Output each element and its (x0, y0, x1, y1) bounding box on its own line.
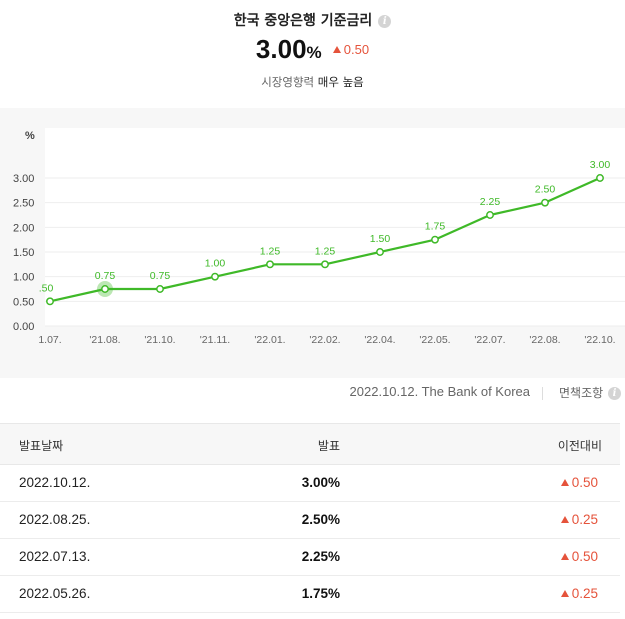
y-tick-label: 1.00 (13, 272, 34, 284)
data-label: 1.25 (260, 245, 281, 257)
source-row: 2022.10.12. The Bank of Korea 면책조항 i (0, 384, 625, 404)
disclaimer-link[interactable]: 면책조항 i (559, 384, 621, 401)
x-tick-label: '22.05. (419, 334, 450, 346)
header-date: 발표날짜 (19, 439, 64, 453)
y-tick-label: 0.00 (13, 321, 34, 333)
data-point (321, 260, 329, 269)
arrow-up-icon (560, 553, 569, 560)
arrow-up-icon (560, 590, 569, 597)
row-change-value: 0.25 (571, 512, 598, 527)
page-title-text: 한국 중앙은행 기준금리 (233, 13, 373, 29)
data-point (596, 174, 604, 182)
row-change: 0.50 (560, 549, 598, 564)
data-point (541, 198, 549, 207)
data-point (211, 272, 219, 281)
row-date: 2022.08.25. (19, 512, 91, 527)
table-header: 발표날짜 발표 이전대비 (0, 423, 620, 465)
x-tick-label: '22.01. (254, 334, 285, 346)
data-label: 2.25 (480, 196, 501, 208)
rate-chart: 0.00 0.50 1.00 1.50 2.00 2.50 3.00% 1.07. '21.08… (0, 108, 625, 378)
row-date: 2022.05.26. (19, 586, 91, 601)
x-tick-label: '21.08. (89, 334, 120, 346)
info-icon[interactable]: i (378, 15, 392, 28)
x-tick-label: '22.10. (584, 334, 615, 346)
row-value: 1.75% (301, 586, 340, 601)
info-icon: i (608, 387, 621, 400)
rate-change-value: 0.50 (343, 42, 370, 57)
row-value: 2.25% (301, 549, 340, 564)
rate-change: 0.50 (332, 42, 370, 57)
data-point (431, 235, 439, 244)
row-date: 2022.10.12. (19, 475, 91, 490)
impact-value: 매우 높음 (317, 75, 364, 89)
y-axis-label: % (25, 130, 35, 142)
y-tick-label: 1.50 (13, 247, 34, 259)
header-change: 이전대비 (557, 439, 602, 453)
row-change-value: 0.50 (571, 549, 598, 564)
y-tick-label: 2.50 (13, 198, 34, 210)
x-tick-label: 1.07. (38, 334, 61, 346)
data-point (101, 285, 109, 293)
divider (542, 387, 543, 400)
y-tick-label: 3.00 (13, 173, 34, 185)
data-point (266, 260, 274, 269)
table-row: 2022.07.13. 2.25% 0.50 (0, 539, 620, 576)
data-point (486, 211, 494, 219)
data-label: 0.75 (150, 270, 171, 282)
data-label: 3.00 (590, 159, 611, 171)
data-label: 1.25 (315, 245, 336, 257)
edge-mask (0, 108, 44, 128)
row-change-value: 0.25 (571, 586, 598, 601)
rate-unit: % (306, 43, 322, 62)
data-label: 1.50 (370, 233, 391, 245)
data-label: .50 (39, 282, 54, 294)
current-rate: 3.00% 0.50 (0, 34, 625, 65)
y-tick-label: 0.50 (13, 296, 34, 308)
arrow-up-icon (560, 516, 569, 523)
disclaimer-label: 면책조항 (559, 386, 604, 400)
header-value: 발표 (317, 439, 340, 453)
table-body: 2022.10.12. 3.00% 0.50 2022.08.25. 2.50% 0.25… (0, 465, 620, 613)
y-tick-label: 2.00 (13, 222, 34, 234)
table-row: 2022.08.25. 2.50% 0.25 (0, 502, 620, 539)
row-change: 0.25 (560, 586, 598, 601)
x-tick-label: '22.08. (529, 334, 560, 346)
data-point (46, 297, 54, 306)
source-text: 2022.10.12. The Bank of Korea (349, 384, 530, 399)
data-label: 0.75 (95, 270, 116, 282)
row-value: 3.00% (301, 475, 340, 490)
page-title: 한국 중앙은행 기준금리 i (0, 10, 625, 30)
data-label: 1.75 (425, 221, 446, 233)
data-label: 2.50 (535, 184, 556, 196)
table-row: 2022.10.12. 3.00% 0.50 (0, 465, 620, 502)
row-change: 0.25 (560, 512, 598, 527)
arrow-up-icon (560, 479, 569, 486)
x-tick-label: '21.10. (144, 334, 175, 346)
line-chart: 0.00 0.50 1.00 1.50 2.00 2.50 3.00% 1.07. '21.08… (0, 108, 625, 346)
market-impact: 시장영향력 매우 높음 (0, 74, 625, 90)
data-label: 1.00 (205, 258, 226, 270)
impact-label: 시장영향력 (261, 75, 315, 89)
table-row: 2022.05.26. 1.75% 0.25 (0, 576, 620, 613)
rate-value: 3.00 (255, 34, 307, 64)
x-tick-label: '22.02. (309, 334, 340, 346)
row-value: 2.50% (301, 512, 340, 527)
data-point (376, 248, 384, 256)
data-point (156, 285, 164, 293)
row-change: 0.50 (560, 475, 598, 490)
x-tick-label: '22.04. (364, 334, 395, 346)
x-tick-label: '22.07. (474, 334, 505, 346)
row-date: 2022.07.13. (19, 549, 91, 564)
row-change-value: 0.50 (571, 475, 598, 490)
x-tick-label: '21.11. (200, 334, 230, 346)
arrow-up-icon (332, 46, 341, 53)
history-table: 발표날짜 발표 이전대비 2022.10.12. 3.00% 0.50 2022.08… (0, 423, 620, 613)
